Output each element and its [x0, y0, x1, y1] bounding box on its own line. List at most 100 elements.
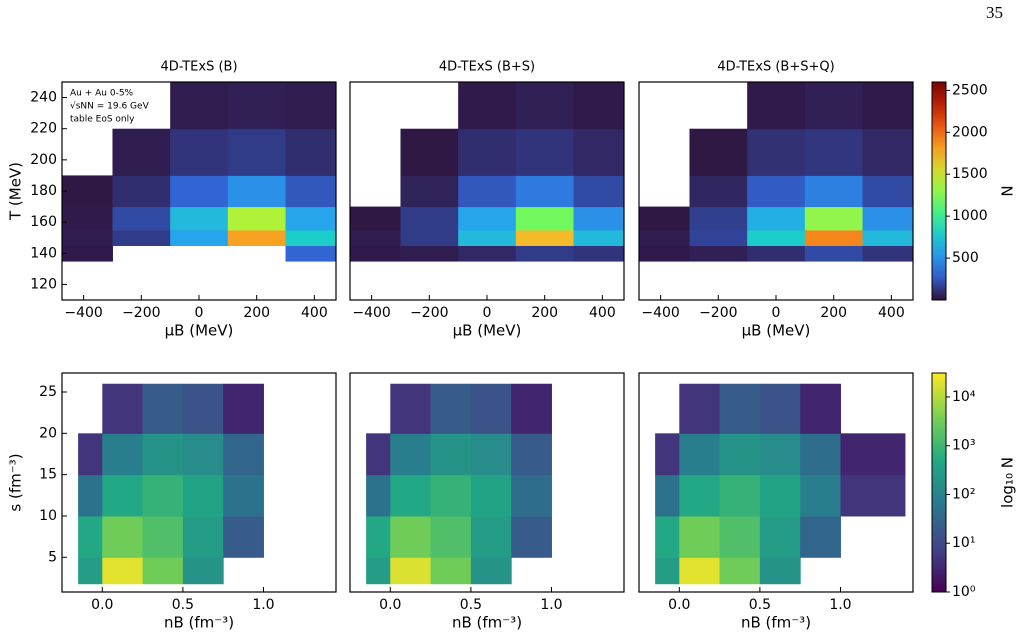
heat-cell [390, 515, 432, 558]
heat-cell [400, 128, 459, 176]
annotation: table EoS only [70, 115, 135, 125]
heat-cell [285, 128, 337, 176]
heat-cell [350, 206, 401, 231]
x-axis-label: μB (MeV) [453, 322, 522, 340]
heat-cell [223, 433, 264, 476]
heat-cell [655, 515, 680, 558]
x-tick-label: 0 [483, 305, 492, 321]
heat-cell [390, 433, 432, 476]
heat-cell [804, 175, 864, 208]
heat-cell [759, 433, 801, 476]
heat-cell [285, 206, 337, 231]
heat-cell [350, 229, 401, 246]
colorbar-tick-label: 10⁴ [952, 389, 976, 405]
heat-cell [655, 433, 680, 476]
heat-cell [804, 128, 864, 176]
heat-cell [366, 433, 391, 476]
heat-cell [366, 557, 391, 585]
heat-cell [227, 175, 287, 208]
x-tick-label: 200 [243, 305, 270, 321]
heat-cell [458, 229, 517, 246]
heat-cell [390, 474, 432, 517]
y-tick-label: 25 [39, 384, 57, 400]
heat-cell [511, 474, 552, 517]
heat-cell [689, 128, 748, 176]
heat-cell [747, 175, 806, 208]
heat-cell [759, 515, 801, 558]
heat-cell [515, 175, 575, 208]
heat-cell [800, 383, 841, 434]
heat-cell [170, 206, 229, 231]
heat-cell [719, 383, 761, 434]
heat-cell [62, 229, 113, 246]
panel-title: 4D-TExS (B+S) [439, 60, 535, 75]
x-tick-label: 0.0 [91, 597, 113, 613]
heat-cell [689, 245, 748, 262]
heat-cell [458, 245, 517, 262]
heat-cell [679, 474, 721, 517]
colorbar-tick-label: 2000 [952, 124, 988, 140]
y-tick-label: 15 [39, 467, 57, 483]
heat-cell [470, 433, 512, 476]
x-tick-label: −400 [352, 305, 390, 321]
heat-cell [573, 245, 625, 262]
colorbar-tick-label: 2500 [952, 82, 988, 98]
x-axis-label: nB (fm⁻³) [164, 614, 234, 632]
x-axis-label: nB (fm⁻³) [741, 614, 811, 632]
heat-cell [862, 82, 914, 130]
x-tick-label: −200 [410, 305, 448, 321]
x-tick-label: 1.0 [829, 597, 851, 613]
heat-cell [759, 557, 801, 585]
heat-cell [804, 82, 864, 130]
y-axis-label: T (MeV) [7, 162, 25, 221]
heat-cell [285, 175, 337, 208]
x-tick-label: 400 [301, 305, 328, 321]
heat-cell [366, 515, 391, 558]
heat-cell [515, 229, 575, 246]
heat-cell [285, 82, 337, 130]
x-tick-label: 0.5 [460, 597, 482, 613]
heat-cell [679, 383, 721, 434]
heat-cell [679, 557, 721, 585]
heat-cell [142, 433, 184, 476]
heat-cell [170, 229, 229, 246]
heat-cell [182, 474, 224, 517]
plot-frame [638, 372, 914, 593]
heat-cell [390, 383, 432, 434]
heat-cell [759, 383, 801, 434]
heat-cell [430, 557, 472, 585]
heat-cell [102, 515, 144, 558]
heat-cell [223, 474, 264, 517]
y-tick-label: 10 [39, 508, 57, 524]
heat-cell [679, 433, 721, 476]
x-tick-label: −400 [641, 305, 679, 321]
x-tick-label: 400 [878, 305, 905, 321]
heat-cell [511, 383, 552, 434]
heat-cell [430, 433, 472, 476]
heat-cell [142, 474, 184, 517]
colorbar-tick-label: 500 [952, 250, 979, 266]
heat-cell [689, 229, 748, 246]
heat-cell [102, 383, 144, 434]
plot-frame [61, 372, 337, 593]
colorbar-tick-label: 10³ [952, 438, 975, 454]
heat-cell [170, 128, 229, 176]
heat-cell [62, 206, 113, 231]
y-tick-label: 120 [30, 276, 57, 292]
heat-cell [862, 128, 914, 176]
heat-cell [515, 128, 575, 176]
heat-cell [112, 229, 171, 246]
heat-cell [430, 474, 472, 517]
heat-cell [689, 206, 748, 231]
heat-cell [470, 515, 512, 558]
x-axis-label: μB (MeV) [742, 322, 811, 340]
colorbar-tick-label: 1500 [952, 166, 988, 182]
heat-cell [458, 206, 517, 231]
heat-cell [285, 245, 337, 262]
heat-cell [655, 474, 680, 517]
heat-cell [227, 128, 287, 176]
heat-cell [430, 383, 472, 434]
heat-cell [78, 515, 103, 558]
heat-cell [400, 229, 459, 246]
